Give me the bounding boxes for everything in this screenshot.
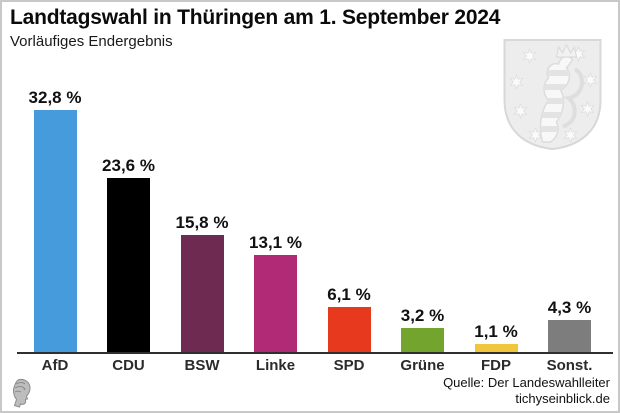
source-line: Quelle: Der Landeswahlleiter bbox=[443, 375, 610, 390]
category-label: CDU bbox=[112, 357, 145, 374]
bar-value-label: 3,2 % bbox=[400, 306, 445, 325]
bar-value-label: 15,8 % bbox=[175, 213, 229, 232]
category-label: Linke bbox=[255, 357, 296, 374]
bar-value-label: 4,3 % bbox=[547, 298, 592, 317]
bar-value-label: 1,1 % bbox=[474, 322, 518, 341]
category-label: BSW bbox=[184, 357, 220, 374]
bar-value-label: 32,8 % bbox=[28, 88, 82, 107]
bar-value-label: 13,1 % bbox=[249, 233, 302, 252]
category-label: Grüne bbox=[400, 357, 445, 374]
bar-CDU bbox=[107, 178, 150, 352]
category-label: Sonst. bbox=[546, 357, 593, 374]
page-subtitle: Vorläufiges Endergebnis bbox=[10, 33, 173, 50]
category-label: AfD bbox=[41, 357, 69, 374]
bar-AfD bbox=[33, 110, 77, 352]
bar-SPD bbox=[327, 307, 371, 352]
bar-value-label: 23,6 % bbox=[102, 156, 155, 175]
category-label: FDP bbox=[481, 357, 511, 374]
website-url: tichyseinblick.de bbox=[515, 391, 610, 406]
bar-FDP bbox=[474, 344, 518, 352]
category-label: SPD bbox=[333, 357, 365, 374]
bar-Sonst. bbox=[548, 320, 591, 352]
bar-value-label: 6,1 % bbox=[327, 285, 371, 304]
thuringia-coat-of-arms-icon bbox=[503, 39, 602, 151]
page-title: Landtagswahl in Thüringen am 1. Septembe… bbox=[10, 6, 501, 29]
bar-Linke bbox=[254, 255, 297, 352]
bar-BSW bbox=[180, 235, 224, 352]
x-axis-line bbox=[17, 352, 613, 354]
source-attribution: Quelle: Der Landeswahlleiter tichyseinbl… bbox=[443, 375, 610, 407]
bar-Grüne bbox=[401, 328, 444, 352]
tichys-einblick-logo-icon bbox=[12, 379, 31, 408]
